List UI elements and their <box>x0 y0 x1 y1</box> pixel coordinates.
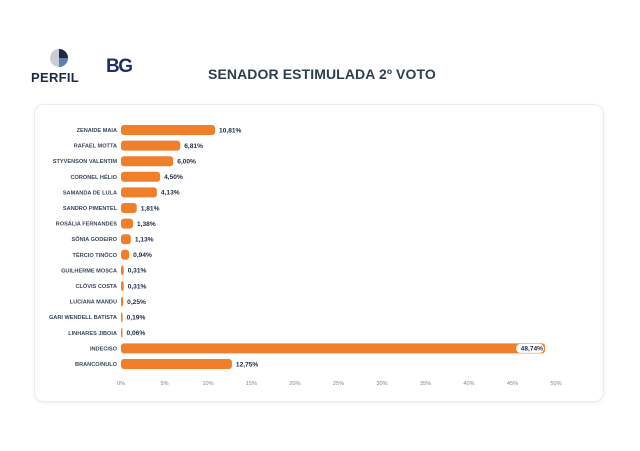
bar <box>121 359 232 369</box>
category-label: SANDRO PIMENTEL <box>63 206 118 212</box>
value-label: 1,81% <box>141 205 160 212</box>
x-tick-label: 45% <box>507 381 518 387</box>
value-label: 6,00% <box>177 159 196 166</box>
x-tick-label: 50% <box>550 381 561 387</box>
category-label: LUCIANA MANDU <box>70 300 117 306</box>
category-label: RAFAEL MOTTA <box>74 144 117 150</box>
value-label: 48,74% <box>521 346 544 353</box>
x-tick-label: 10% <box>202 381 213 387</box>
value-label: 10,81% <box>219 127 242 134</box>
bar <box>121 218 134 229</box>
bar <box>121 187 157 198</box>
category-label: ZENAIDE MAIA <box>77 128 117 134</box>
value-label: 1,38% <box>137 221 156 228</box>
category-label: STYVENSON VALENTIM <box>53 159 118 165</box>
bar <box>121 343 546 354</box>
x-tick-label: 20% <box>289 381 300 387</box>
bar <box>121 140 181 151</box>
category-label: BRANCO/NULO <box>75 362 118 368</box>
value-label: 0,94% <box>133 252 152 259</box>
bar <box>121 171 161 182</box>
bar <box>121 249 130 260</box>
value-label: 4,13% <box>161 190 180 197</box>
perfil-logo: PERFIL <box>28 48 90 88</box>
x-tick-label: 35% <box>420 381 431 387</box>
bar <box>121 281 124 291</box>
bar <box>121 203 137 213</box>
value-label: 0,31% <box>128 268 147 275</box>
perfil-wordmark: PERFIL <box>31 70 80 85</box>
chart-title: SENADOR ESTIMULADA 2º VOTO <box>208 66 436 82</box>
category-label: LINHARES JIBOIA <box>68 331 117 337</box>
value-label: 4,50% <box>164 174 183 181</box>
category-label: CLÓVIS COSTA <box>75 282 117 290</box>
value-label: 0,31% <box>128 283 147 290</box>
category-label: SAMANDA DE LULA <box>63 190 117 196</box>
value-label: 12,75% <box>236 361 259 368</box>
category-label: SÔNIA GODEIRO <box>72 235 118 243</box>
category-label: TÉRCIO TINÔCO <box>73 251 118 259</box>
category-label: ROSÁLIA FERNANDES <box>56 221 118 228</box>
x-tick-label: 15% <box>246 381 257 387</box>
value-label: 6,81% <box>184 143 203 150</box>
bar <box>121 234 131 245</box>
value-label: 0,25% <box>127 299 146 306</box>
value-label: 0,19% <box>127 315 146 322</box>
bar <box>121 296 124 307</box>
bar <box>121 265 124 276</box>
category-label: INDECISO <box>90 346 118 352</box>
value-label-bg <box>516 343 545 353</box>
bar <box>121 327 123 338</box>
x-tick-label: 5% <box>160 381 168 387</box>
category-label: GARI WENDELL BATISTA <box>49 315 117 321</box>
bg-logo: BG <box>106 56 133 77</box>
x-tick-label: 30% <box>376 381 387 387</box>
bar <box>121 156 174 167</box>
value-label: 0,06% <box>127 330 146 337</box>
perfil-globe-icon <box>50 49 68 67</box>
bar <box>121 312 123 323</box>
x-tick-label: 25% <box>333 381 344 387</box>
value-label: 1,13% <box>135 237 154 244</box>
bar <box>121 125 216 135</box>
x-tick-label: 0% <box>117 381 125 387</box>
category-label: GUILHERME MOSCA <box>61 268 117 274</box>
x-tick-label: 40% <box>463 381 474 387</box>
category-label: CORONEL HÉLIO <box>70 173 117 181</box>
